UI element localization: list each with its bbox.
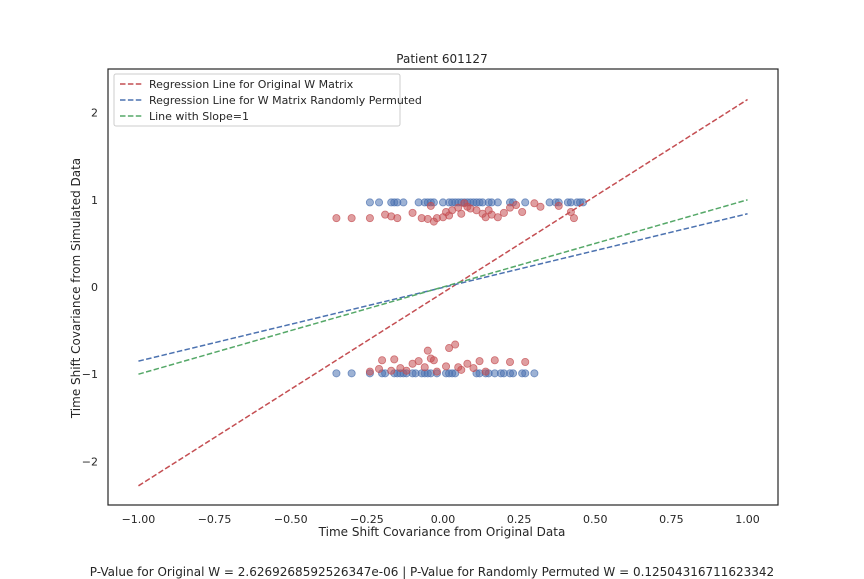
scatter-point	[521, 198, 530, 207]
series-line	[138, 199, 748, 375]
scatter-point	[569, 214, 578, 223]
scatter-point	[490, 356, 499, 365]
scatter-point	[347, 369, 356, 378]
x-tick-label: −1.00	[122, 513, 156, 526]
scatter-point	[509, 369, 518, 378]
scatter-point	[423, 346, 432, 355]
scatter-point	[554, 201, 563, 210]
chart-title: Patient 601127	[396, 52, 487, 66]
legend-entry: Line with Slope=1	[149, 110, 249, 123]
scatter-point	[387, 366, 396, 375]
scatter-point	[493, 198, 502, 207]
scatter-point	[481, 367, 490, 376]
scatter-point	[375, 198, 384, 207]
y-tick-label: −2	[82, 455, 98, 468]
scatter-point	[475, 357, 484, 366]
legend-entry: Regression Line for W Matrix Randomly Pe…	[149, 94, 422, 107]
plot-frame	[107, 68, 779, 506]
y-tick-label: 0	[91, 281, 98, 294]
scatter-point	[530, 199, 539, 208]
x-tick-label: 0.25	[507, 513, 532, 526]
scatter-point	[521, 357, 530, 366]
scatter-point	[429, 356, 438, 365]
scatter-point	[414, 357, 423, 366]
scatter-point	[499, 208, 508, 217]
scatter-point	[505, 357, 514, 366]
scatter-point	[408, 208, 417, 217]
y-tick-label: 1	[91, 194, 98, 207]
legend-entry: Regression Line for Original W Matrix	[149, 78, 354, 91]
x-tick-label: −0.50	[274, 513, 308, 526]
scatter-point	[375, 364, 384, 373]
y-axis-label: Time Shift Covariance from Simulated Dat…	[69, 158, 83, 419]
scatter-point	[445, 344, 454, 353]
scatter-point	[512, 201, 521, 210]
scatter-point	[399, 198, 408, 207]
y-axis-ticks: −2 −1 0 1 2	[82, 107, 98, 469]
scatter-point	[463, 359, 472, 368]
legend: Regression Line for Original W Matrix Reg…	[113, 73, 422, 127]
scatter-point	[518, 208, 527, 217]
scatter-point	[378, 356, 387, 365]
scatter-point	[530, 369, 539, 378]
scatter-point	[393, 214, 402, 223]
scatter-point	[451, 340, 460, 349]
x-tick-label: 1.00	[735, 513, 760, 526]
legend-box	[113, 73, 401, 127]
x-axis-ticks: −1.00 −0.75 −0.50 −0.25 0.00 0.25 0.50 0.75 1.00	[122, 513, 760, 526]
scatter-point	[347, 214, 356, 223]
scatter-point	[521, 369, 530, 378]
scatter-point	[390, 355, 399, 364]
plot-area	[107, 68, 779, 506]
series-line	[138, 98, 748, 487]
scatter-point	[493, 213, 502, 222]
scatter-point	[442, 362, 451, 371]
scatter-point	[469, 364, 478, 373]
scatter-point	[332, 369, 341, 378]
scatter-point	[365, 214, 374, 223]
scatter-point	[332, 214, 341, 223]
scatter-point	[402, 366, 411, 375]
scatter-point	[365, 367, 374, 376]
scatter-point	[426, 201, 435, 210]
scatter-point	[457, 209, 466, 218]
y-tick-label: −1	[82, 368, 98, 381]
p-value-caption: P-Value for Original W = 2.6269268592526…	[89, 565, 775, 579]
x-tick-label: 0.50	[583, 513, 608, 526]
scatter-point	[457, 365, 466, 374]
x-tick-label: 0.75	[659, 513, 684, 526]
x-tick-label: −0.25	[350, 513, 384, 526]
scatter-point	[536, 202, 545, 211]
x-tick-label: −0.75	[198, 513, 232, 526]
scatter-point	[365, 198, 374, 207]
scatter-point	[420, 363, 429, 372]
x-axis-label: Time Shift Covariance from Original Data	[318, 525, 566, 539]
scatter-point	[432, 367, 441, 376]
scatter-point	[472, 206, 481, 215]
y-tick-label: 2	[91, 107, 98, 120]
x-tick-label: 0.00	[431, 513, 456, 526]
